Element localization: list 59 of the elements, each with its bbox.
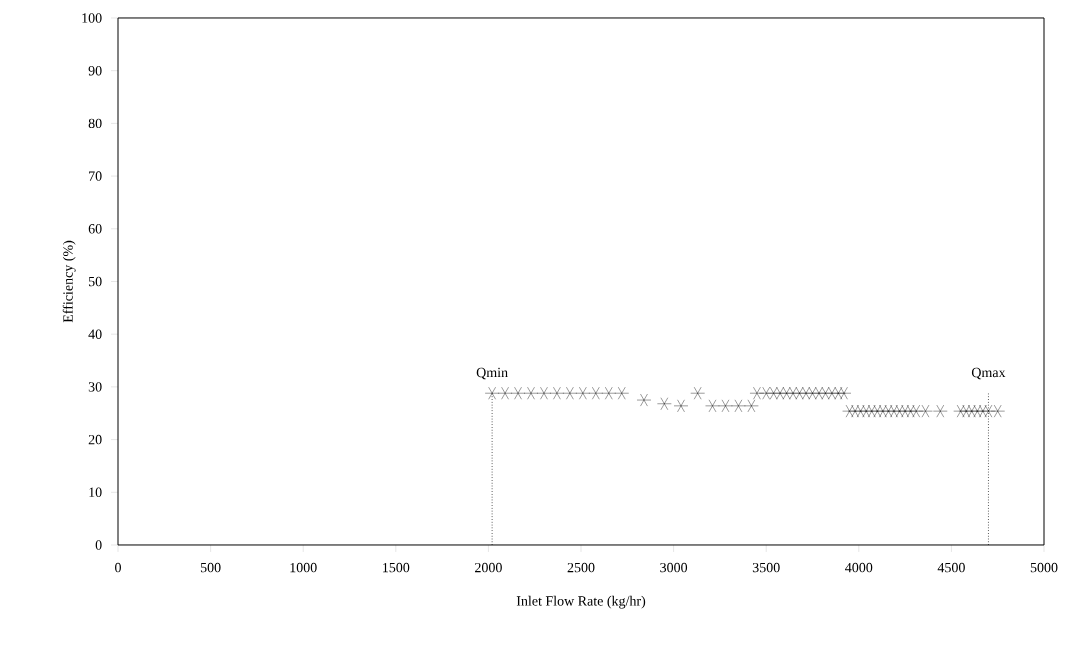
- point: [601, 386, 616, 400]
- y-tick-label: 60: [88, 224, 102, 234]
- point: [636, 393, 652, 407]
- y-axis-title: Efficiency (%): [62, 240, 76, 323]
- x-tick-label: 1000: [290, 562, 317, 573]
- point: [673, 399, 689, 413]
- y-tick-label: 70: [89, 171, 102, 181]
- y-tick-label: 50: [88, 276, 102, 287]
- point: [892, 404, 907, 418]
- point: [836, 386, 852, 400]
- x-tick-label: 2500: [567, 562, 595, 573]
- y-tick-label: 100: [82, 13, 102, 23]
- point: [657, 397, 672, 411]
- y-tick-label: 10: [89, 487, 102, 498]
- point: [690, 386, 705, 400]
- x-tick-label: 3500: [752, 562, 780, 573]
- point: [853, 404, 868, 418]
- point: [964, 404, 979, 418]
- x-tick-label: 5000: [1030, 562, 1058, 573]
- point: [510, 386, 526, 400]
- point: [588, 386, 604, 400]
- y-tick-label: 80: [88, 118, 102, 129]
- point: [990, 404, 1005, 418]
- point: [842, 404, 857, 418]
- point: [536, 386, 552, 400]
- x-tick-label: 1500: [383, 562, 410, 573]
- point: [523, 386, 539, 400]
- point: [744, 399, 759, 413]
- point: [933, 404, 948, 418]
- point: [614, 386, 629, 400]
- point: [864, 404, 879, 418]
- x-tick-label: 4000: [845, 562, 873, 573]
- point: [484, 386, 500, 400]
- y-tick-label: 40: [88, 329, 102, 339]
- point: [718, 399, 733, 413]
- x-tick-label: 0: [115, 562, 121, 573]
- point: [731, 399, 746, 413]
- x-tick-label: 4500: [937, 562, 965, 573]
- point: [805, 386, 820, 400]
- y-tick-label: 30: [88, 382, 102, 392]
- point: [562, 386, 578, 400]
- y-tick-label: 90: [88, 65, 102, 76]
- point: [497, 386, 513, 400]
- x-tick-label: 3000: [660, 562, 688, 573]
- point: [705, 399, 720, 413]
- ref-line-label: Qmin: [476, 367, 508, 380]
- point: [549, 386, 565, 400]
- x-tick-label: 2000: [475, 562, 502, 573]
- point: [953, 404, 968, 418]
- y-tick-label: 20: [88, 434, 102, 445]
- ref-line-label: Qmax: [971, 367, 1006, 380]
- point: [575, 386, 591, 400]
- x-tick-label: 500: [200, 562, 221, 573]
- point: [903, 404, 918, 418]
- x-axis-title: Inlet Flow Rate (kg/hr): [516, 595, 646, 609]
- y-tick-label: 0: [95, 540, 102, 550]
- point: [818, 386, 833, 400]
- point: [918, 404, 933, 418]
- point: [792, 386, 807, 400]
